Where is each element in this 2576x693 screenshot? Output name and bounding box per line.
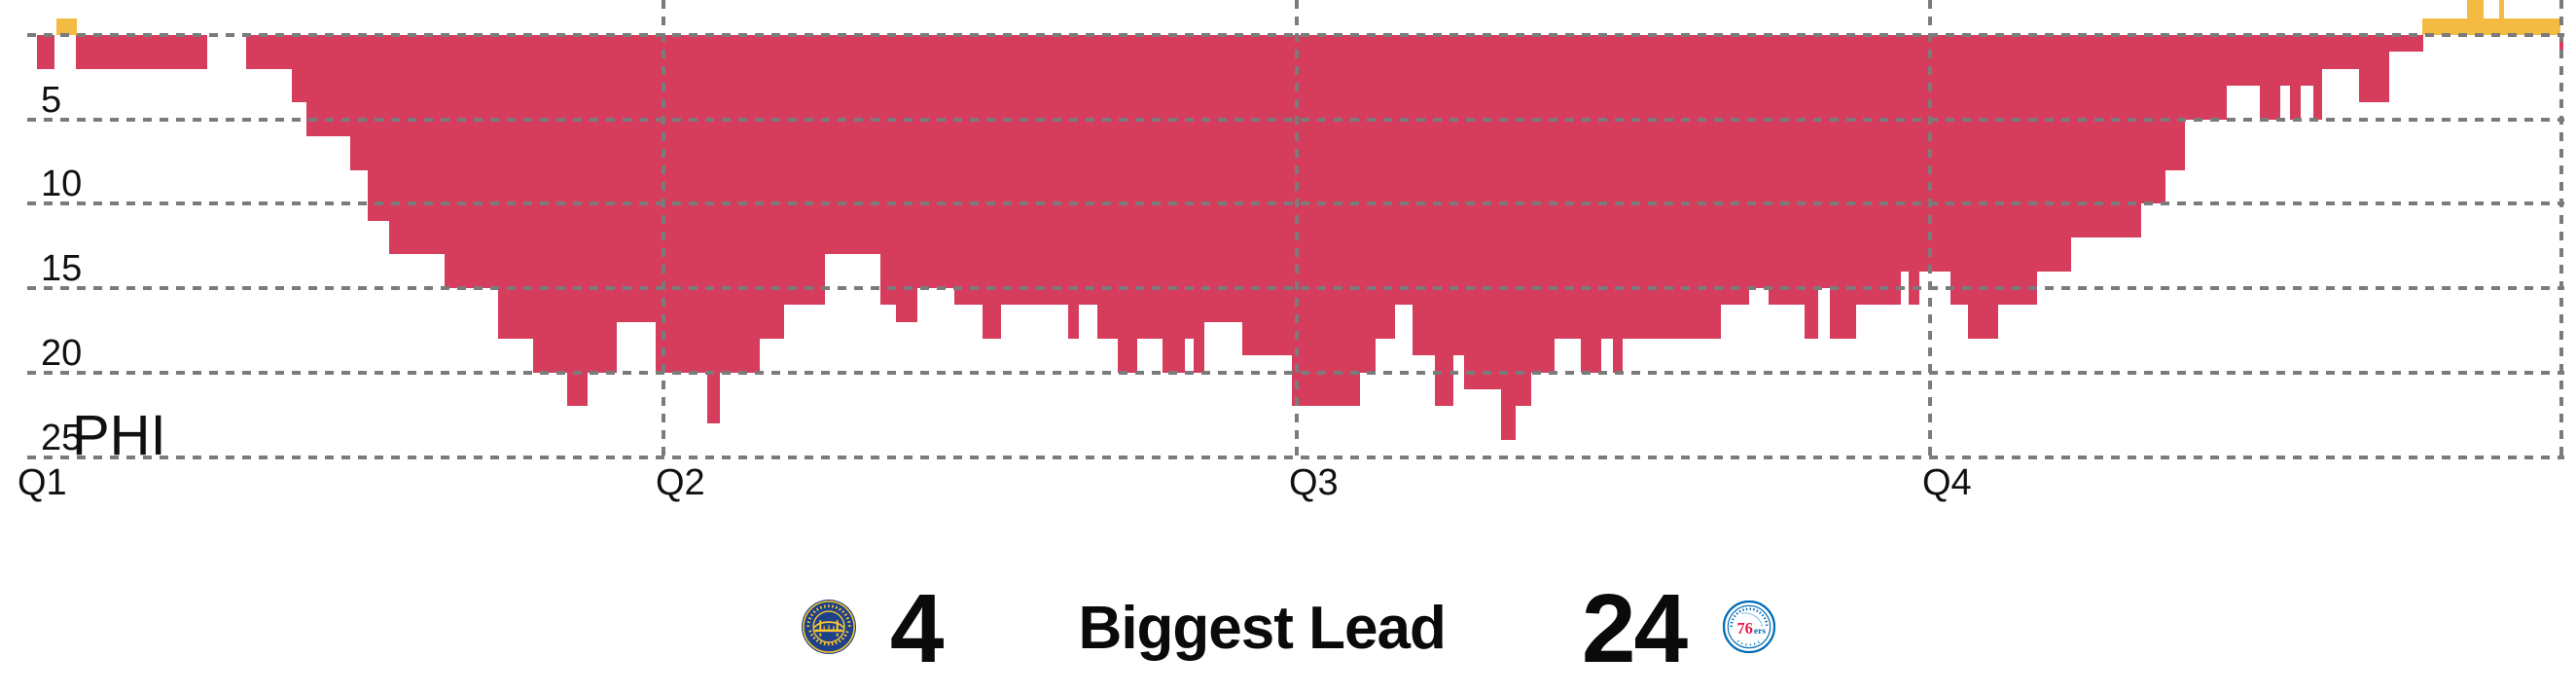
phi-lead-bar [1203,35,1243,322]
phi-lead-bar [2300,35,2314,87]
phi-lead-bar [1909,35,1919,306]
lead-tracker-chart: 5 10 15 20 25 Q1 Q2 Q3 Q4 PHI [18,0,2564,503]
phi-lead-bar [1600,35,1614,340]
phi-lead-bar [1413,35,1436,356]
phi-lead-bar [350,35,369,170]
biggest-lead-label: Biggest Lead [1078,595,1447,662]
quarter-line-q3 [1295,0,1299,459]
phi-lead-bar [246,35,293,69]
chart-right-border [2559,0,2563,459]
phi-lead-bar [2359,35,2389,103]
svg-text:ers: ers [1754,625,1767,636]
biggest-lead-footer: 4 Biggest Lead 24 76 ers [0,580,2576,677]
phi-biggest-lead-value: 24 [1581,574,1688,683]
phi-lead-bar [880,35,897,306]
phi-lead-bar [1184,35,1195,340]
phi-lead-bar [567,35,588,407]
y-tick-25: 25 [41,417,83,458]
phi-lead-bar [2313,35,2322,120]
phi-lead-bar [2321,35,2360,69]
gsw-lead-bar [56,18,77,35]
phi-lead-bar [498,35,534,340]
phi-lead-bar [2388,35,2423,53]
phi-lead-bar [2226,35,2261,87]
gsw-lead-bar [2499,0,2504,35]
quarter-line-q4 [1928,0,1932,459]
phi-lead-bar [368,35,390,221]
phi-lead-bar [896,35,917,322]
phi-axis-team-label: PHI [72,404,166,467]
phi-lead-bar [1950,35,1969,306]
phi-lead-bar [1855,35,1901,306]
phi-lead-bar [1515,35,1531,407]
phi-lead-bar [76,35,207,69]
phi-lead-bar [1918,35,1951,272]
phi-lead-bar [916,35,955,289]
phi-lead-bar [445,35,499,289]
phi-lead-bar [707,35,720,423]
y-tick-20: 20 [41,332,83,374]
y-tick-5: 5 [41,79,62,121]
phi-lead-bar [759,35,784,340]
phi-lead-bar [1136,35,1163,340]
phi-lead-bar [783,35,825,306]
sixers-logo-icon: 76 ers [1722,600,1776,653]
phi-lead-bar [954,35,984,306]
phi-lead-bar [1554,35,1582,340]
gsw-lead-bar [2467,0,2484,35]
phi-lead-bar [983,35,1001,340]
phi-lead-bar [2036,35,2071,272]
phi-lead-bar [1830,35,1856,340]
phi-lead-bar [1068,35,1079,340]
phi-lead-bar [1452,35,1465,356]
phi-lead-bar [1394,35,1413,306]
phi-lead-bar [1769,35,1806,306]
philadelphia-76ers-logo: 76 ers [1722,600,1776,658]
phi-lead-bar [1720,35,1749,306]
phi-lead-bar [2260,35,2280,120]
x-tick-q1: Q1 [18,462,67,503]
phi-lead-bar [1805,35,1818,340]
phi-lead-bar [1000,35,1069,306]
phi-lead-bar [1900,35,1910,272]
gsw-lead-bar [2503,18,2560,35]
phi-lead-bar [2165,35,2185,170]
svg-text:76: 76 [1737,618,1753,637]
x-tick-q2: Q2 [656,462,705,503]
x-tick-q3: Q3 [1289,462,1339,503]
phi-lead-bar [1242,35,1293,356]
y-tick-10: 10 [41,164,83,205]
phi-lead-bar [2184,35,2227,120]
phi-lead-bar [2279,35,2291,87]
gsw-lead-bar [2483,18,2500,35]
phi-lead-bar [1097,35,1119,340]
phi-lead-bar [2290,35,2301,120]
phi-lead-bar [1375,35,1395,340]
phi-lead-bar [616,35,657,322]
warriors-logo-icon [801,599,856,654]
phi-lead-bar [1501,35,1516,441]
y-tick-15: 15 [41,248,83,290]
phi-lead-bar [1464,35,1502,390]
phi-lead-bar [1292,35,1360,407]
phi-lead-bar [292,35,307,103]
phi-lead-bar [1997,35,2037,306]
phi-lead-bar [1078,35,1098,306]
phi-lead-bar [2070,35,2141,238]
gsw-biggest-lead-value: 4 [889,574,945,683]
phi-lead-bar [1748,35,1770,289]
phi-lead-bar [1817,35,1831,289]
quarter-line-q2 [662,0,665,459]
gsw-lead-bar [2422,18,2468,35]
phi-lead-bar [37,35,54,69]
golden-state-warriors-logo [801,599,857,660]
phi-lead-bar [824,35,881,255]
x-tick-q4: Q4 [1922,462,1972,503]
phi-lead-bar [1622,35,1721,340]
phi-lead-bar [1968,35,1998,340]
phi-lead-bar [1435,35,1453,407]
phi-lead-bar [389,35,446,255]
